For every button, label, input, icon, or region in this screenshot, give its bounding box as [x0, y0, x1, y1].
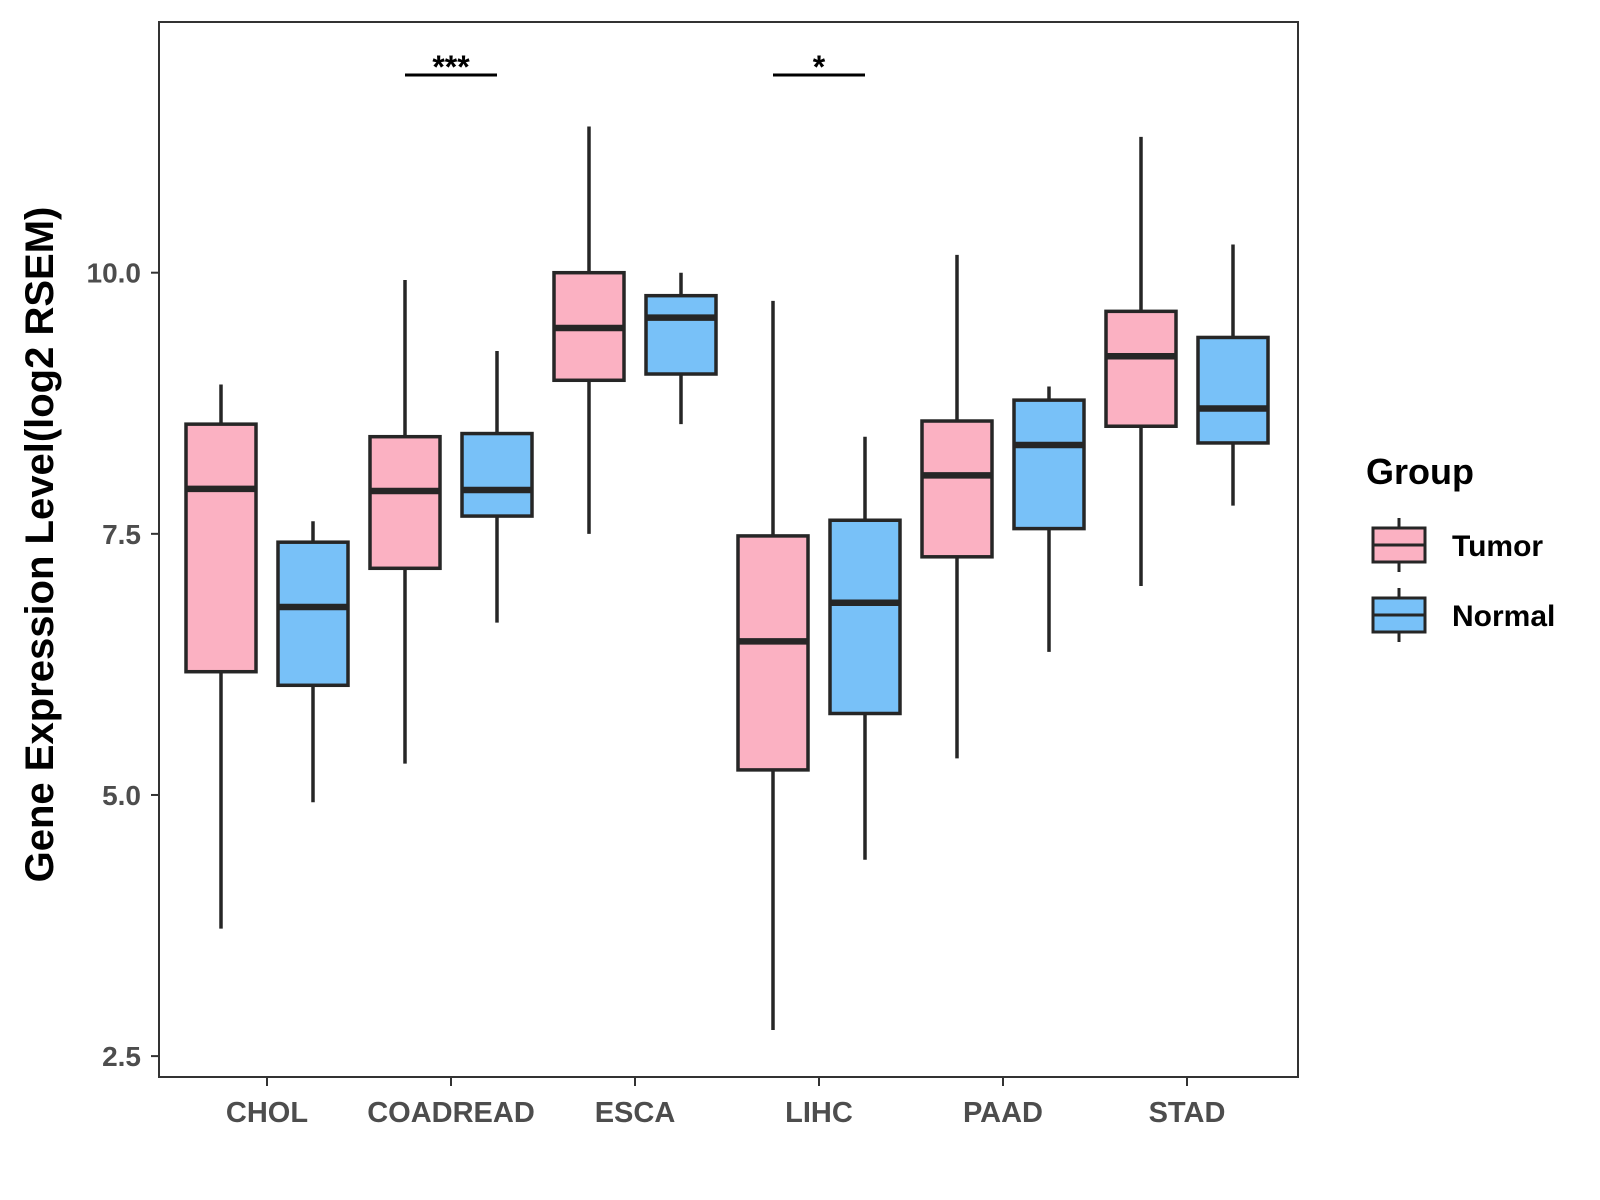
legend-item-normal: Normal [1371, 588, 1555, 642]
y-tick-label: 7.5 [102, 519, 141, 550]
x-axis: CHOL COADREAD ESCA LIHC PAAD STAD [226, 1077, 1225, 1129]
x-tick-label: PAAD [963, 1097, 1043, 1129]
box-tumor-coadread [368, 280, 442, 764]
significance-label: * [813, 49, 826, 85]
boxplot-boxes [184, 126, 1270, 1030]
box-body [184, 422, 258, 674]
box-normal-esca [644, 272, 718, 425]
box-normal-lihc [828, 436, 902, 860]
x-tick-label: COADREAD [367, 1097, 535, 1129]
box-tumor-chol [184, 384, 258, 929]
legend-label: Tumor [1452, 530, 1543, 563]
box-body [1104, 309, 1178, 428]
legend: Group Tumor Normal [1366, 451, 1555, 642]
box-body [460, 431, 534, 518]
significance-lihc: * [773, 49, 865, 85]
box-body [736, 534, 810, 772]
box-normal-stad [1196, 244, 1270, 506]
box-body [1012, 398, 1086, 531]
box-tumor-stad [1104, 136, 1178, 587]
box-normal-coadread [460, 351, 534, 623]
box-tumor-lihc [736, 300, 810, 1030]
y-axis-title-group: Gene Expression Level(log2 RSEM) [18, 207, 62, 883]
x-tick-label: CHOL [226, 1097, 308, 1129]
y-axis: 2.5 5.0 7.5 10.0 [87, 258, 159, 1072]
box-tumor-paad [920, 254, 994, 759]
box-body [828, 518, 902, 716]
y-tick-label: 10.0 [87, 258, 142, 289]
x-tick-label: ESCA [595, 1097, 676, 1129]
significance-label: *** [432, 49, 470, 85]
legend-title: Group [1366, 451, 1474, 492]
box-normal-paad [1012, 386, 1086, 652]
panel-border [158, 21, 1299, 1078]
x-tick-label: STAD [1149, 1097, 1226, 1129]
box-body [644, 293, 718, 376]
x-tick-label: LIHC [785, 1097, 853, 1129]
y-axis-title: Gene Expression Level(log2 RSEM) [18, 207, 62, 883]
box-body [1196, 335, 1270, 445]
legend-label: Normal [1452, 600, 1555, 633]
box-tumor-esca [552, 126, 626, 534]
legend-item-tumor: Tumor [1371, 518, 1543, 572]
box-body [368, 434, 442, 571]
box-body [276, 540, 350, 688]
plot-frame [158, 21, 1299, 1078]
box-body [920, 419, 994, 559]
significance-annotations: *** * [405, 49, 865, 85]
box-normal-chol [276, 521, 350, 803]
y-tick-label: 2.5 [102, 1041, 141, 1072]
significance-coadread: *** [405, 49, 497, 85]
y-tick-label: 5.0 [102, 780, 141, 811]
